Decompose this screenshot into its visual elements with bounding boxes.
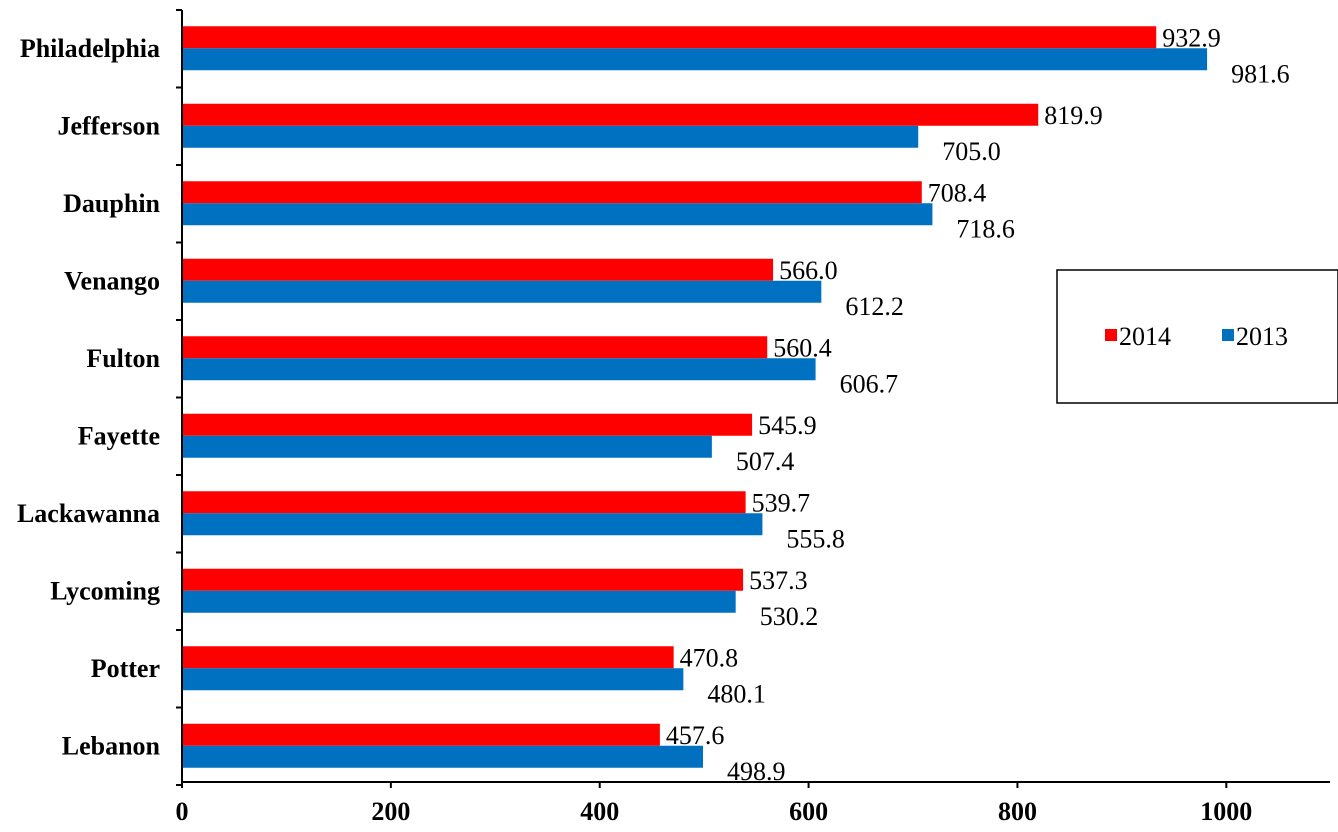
value-label: 981.6 <box>1231 59 1290 88</box>
value-label: 457.6 <box>666 721 725 750</box>
value-label: 932.9 <box>1162 23 1221 52</box>
value-label: 612.2 <box>845 292 904 321</box>
category-label: Lebanon <box>62 731 161 760</box>
bar-2013-venango <box>182 280 822 303</box>
bar-2013-lebanon <box>182 745 704 768</box>
category-label: Philadelphia <box>20 34 160 63</box>
bar-2014-dauphin <box>182 181 922 204</box>
bar-2013-lackawanna <box>182 513 763 536</box>
bar-2014-jefferson <box>182 103 1039 126</box>
value-label: 606.7 <box>840 369 899 398</box>
category-label: Lycoming <box>50 576 160 605</box>
value-label: 705.0 <box>942 137 1001 166</box>
x-tick-label: 0 <box>176 797 189 826</box>
bar-2014-venango <box>182 258 774 281</box>
bar-2013-potter <box>182 668 684 691</box>
category-label: Venango <box>64 266 160 295</box>
category-label: Fayette <box>78 421 160 450</box>
bar-2014-fulton <box>182 336 768 359</box>
value-label: 498.9 <box>727 757 786 786</box>
value-label: 480.1 <box>707 679 766 708</box>
bar-2013-philadelphia <box>182 48 1208 71</box>
x-tick-label: 1000 <box>1200 797 1252 826</box>
value-label: 507.4 <box>736 447 795 476</box>
bar-2013-fayette <box>182 435 712 458</box>
value-label: 555.8 <box>786 524 845 553</box>
value-label: 470.8 <box>680 643 739 672</box>
value-label: 560.4 <box>773 333 832 362</box>
legend-swatch-2014 <box>1105 329 1117 341</box>
x-tick-label: 200 <box>371 797 410 826</box>
category-label: Potter <box>91 654 160 683</box>
bar-2014-lackawanna <box>182 491 746 514</box>
bar-2014-fayette <box>182 413 753 436</box>
value-label: 566.0 <box>779 256 838 285</box>
legend-label-2013: 2013 <box>1236 322 1288 351</box>
value-label: 718.6 <box>956 214 1015 243</box>
x-tick-label: 400 <box>580 797 619 826</box>
bar-2014-philadelphia <box>182 26 1157 49</box>
legend-label-2014: 2014 <box>1119 322 1171 351</box>
category-label: Jefferson <box>57 111 160 140</box>
x-tick-label: 600 <box>789 797 828 826</box>
value-label: 708.4 <box>928 178 987 207</box>
value-label: 539.7 <box>752 488 811 517</box>
value-label: 819.9 <box>1044 101 1103 130</box>
bar-2013-lycoming <box>182 590 736 613</box>
bar-2014-potter <box>182 646 674 669</box>
category-label: Lackawanna <box>17 499 160 528</box>
x-tick-label: 800 <box>998 797 1037 826</box>
bar-2014-lebanon <box>182 723 660 746</box>
category-label: Dauphin <box>63 189 160 218</box>
legend-swatch-2013 <box>1222 329 1234 341</box>
category-label: Fulton <box>86 344 160 373</box>
legend-box <box>1056 269 1338 404</box>
value-label: 537.3 <box>749 566 808 595</box>
bar-2014-lycoming <box>182 568 744 591</box>
bar-2013-jefferson <box>182 125 919 148</box>
value-label: 545.9 <box>758 411 817 440</box>
bar-2013-fulton <box>182 358 816 381</box>
bar-2013-dauphin <box>182 203 933 226</box>
value-label: 530.2 <box>760 602 819 631</box>
